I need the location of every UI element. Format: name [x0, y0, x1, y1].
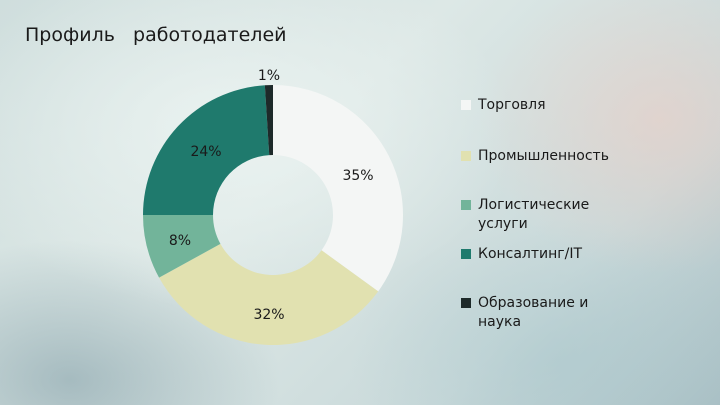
data-label-education: 1%: [258, 68, 280, 84]
legend-item-education: Образование и наука: [461, 294, 628, 332]
legend-label-education: Образование и наука: [478, 295, 589, 330]
slice-trade: [273, 85, 403, 292]
data-label-consulting: 24%: [190, 144, 221, 160]
legend-label-trade: Торговля: [478, 97, 546, 113]
slice-education: [264, 85, 273, 156]
legend-label-industry: Промышленность: [478, 148, 609, 164]
legend-item-trade: Торговля: [461, 96, 628, 115]
data-label-logistics: 8%: [169, 233, 191, 249]
legend-item-consulting: Консалтинг/IT: [461, 245, 628, 264]
legend-label-logistics: Логистические услуги: [478, 197, 590, 232]
chart-title: Профиль работодателей: [25, 24, 287, 46]
legend-item-industry: Промышленность: [461, 147, 628, 166]
slice-consulting: [143, 85, 270, 215]
legend-swatch-education: [461, 298, 471, 308]
donut-slices: [143, 85, 403, 346]
data-label-industry: 32%: [253, 307, 284, 323]
slice-industry: [159, 243, 379, 346]
legend-swatch-logistics: [461, 200, 471, 210]
data-labels: 35% 32% 8% 24% 1%: [169, 68, 374, 323]
legend-swatch-industry: [461, 151, 471, 161]
legend-label-consulting: Консалтинг/IT: [478, 246, 583, 262]
slice-logistics: [143, 215, 221, 278]
legend-item-logistics: Логистические услуги: [461, 196, 628, 234]
legend-swatch-trade: [461, 100, 471, 110]
data-label-trade: 35%: [342, 168, 373, 184]
legend-swatch-consulting: [461, 249, 471, 259]
